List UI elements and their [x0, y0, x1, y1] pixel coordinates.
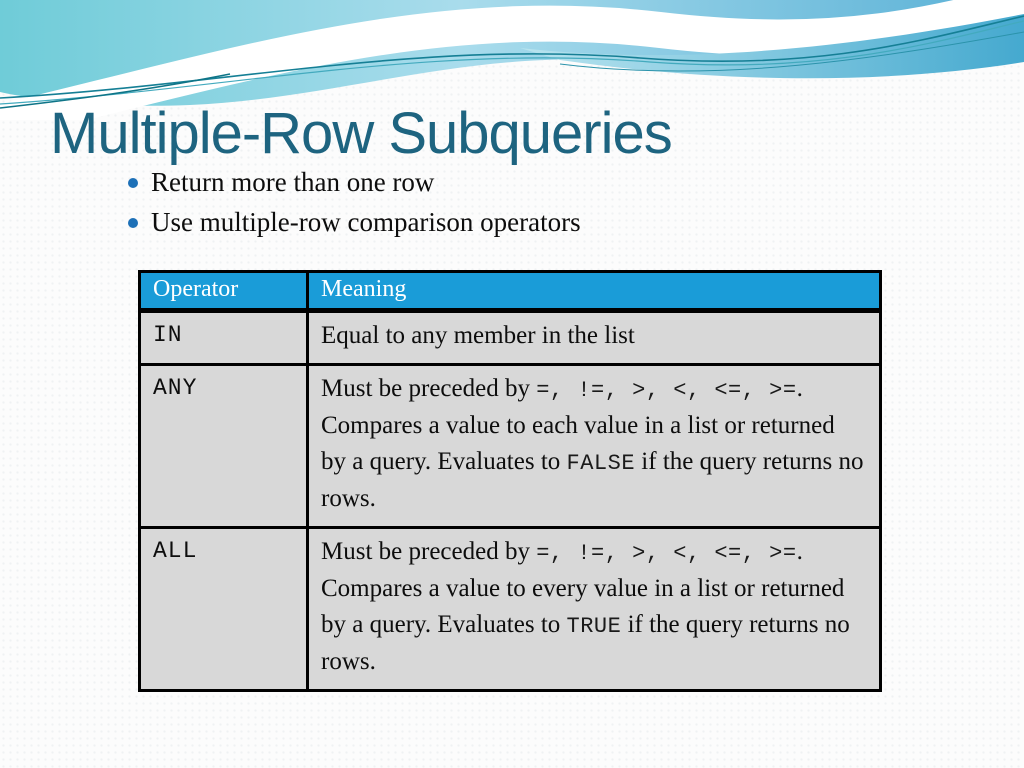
table-row: ALL Must be preceded by =, !=, >, <, <=, …: [138, 525, 882, 692]
bullet-dot-icon: [128, 178, 138, 188]
code-text: =, !=, >, <, <=, >=: [536, 540, 797, 566]
col-header-meaning: Meaning: [306, 270, 882, 313]
operator-cell: IN: [138, 309, 309, 366]
meaning-cell: Must be preceded by =, !=, >, <, <=, >=.…: [306, 362, 882, 529]
bullet-dot-icon: [128, 218, 138, 229]
table-row: IN Equal to any member in the list: [138, 309, 882, 366]
bullet-list: Return more than one row Use multiple-ro…: [128, 167, 581, 247]
body-text: Must be preceded by: [321, 374, 537, 402]
meaning-cell: Equal to any member in the list: [306, 309, 882, 366]
table-header-row: Operator Meaning: [138, 270, 882, 313]
meaning-cell: Must be preceded by =, !=, >, <, <=, >=.…: [306, 525, 882, 692]
slide-title: Multiple-Row Subqueries: [50, 101, 673, 166]
body-text: Must be preceded by: [321, 537, 537, 565]
body-text: . Compares a value to each value in a li…: [321, 374, 835, 476]
bullet-text: Use multiple-row comparison operators: [151, 207, 581, 238]
body-text: if the query returns no rows.: [321, 448, 864, 512]
operator-cell: ANY: [138, 362, 309, 529]
code-text: =, !=, >, <, <=, >=: [536, 377, 797, 403]
bullet-text: Return more than one row: [151, 167, 435, 197]
bullet-item: Use multiple-row comparison operators: [128, 207, 581, 238]
body-text: . Compares a value to every value in a l…: [321, 537, 845, 639]
code-text: FALSE: [566, 451, 636, 477]
operators-table: Operator Meaning IN Equal to any member i…: [138, 270, 882, 692]
code-text: TRUE: [566, 614, 622, 640]
table-row: ANY Must be preceded by =, !=, >, <, <=, …: [138, 362, 882, 529]
operator-cell: ALL: [138, 525, 309, 692]
bullet-item: Return more than one row: [128, 167, 581, 198]
body-text: if the query returns no rows.: [321, 611, 850, 675]
col-header-operator: Operator: [138, 270, 309, 313]
body-text: Equal to any member in the list: [321, 322, 635, 349]
